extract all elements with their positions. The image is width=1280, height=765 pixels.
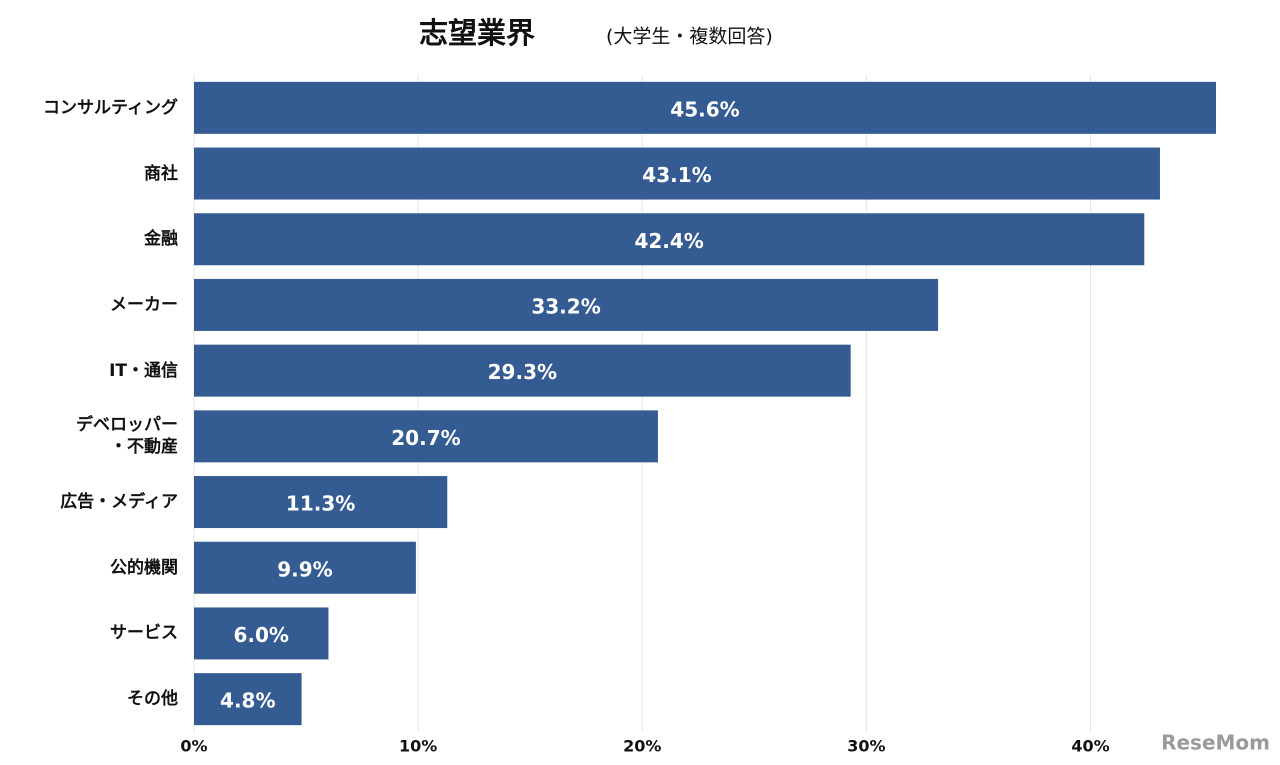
bar	[194, 476, 448, 529]
x-tick-label: 30%	[847, 737, 885, 756]
watermark: ReseMom	[1161, 731, 1270, 755]
x-tick-label: 10%	[399, 737, 437, 756]
y-tick-label: サービス	[110, 623, 178, 644]
value-label: 4.8%	[220, 689, 275, 713]
bar	[194, 278, 939, 331]
y-tick-label: 広告・メディア	[60, 492, 178, 513]
y-tick-label: メーカー	[110, 294, 178, 315]
value-label: 29.3%	[488, 360, 557, 384]
bar	[194, 607, 329, 660]
value-label: 6.0%	[234, 623, 289, 647]
value-label: 42.4%	[634, 229, 703, 253]
y-tick-label: その他	[127, 689, 178, 710]
bar	[194, 673, 302, 726]
y-tick-label: 金融	[144, 229, 178, 250]
x-tick-label: 40%	[1071, 737, 1109, 756]
bar	[194, 344, 851, 397]
bar	[194, 147, 1160, 200]
y-tick-label: デベロッパー ・不動産	[76, 415, 178, 458]
value-label: 11.3%	[286, 492, 355, 516]
bar	[194, 81, 1216, 134]
y-tick-label: 公的機関	[110, 557, 178, 578]
bar	[194, 410, 658, 463]
chart-subtitle: (大学生・複数回答)	[606, 26, 773, 48]
value-label: 33.2%	[531, 294, 600, 318]
y-tick-label: IT・通信	[109, 360, 178, 381]
x-tick-label: 0%	[180, 737, 207, 756]
y-tick-label: コンサルティング	[43, 97, 178, 118]
value-label: 9.9%	[277, 557, 332, 581]
value-label: 45.6%	[670, 97, 739, 121]
value-label: 43.1%	[642, 163, 711, 187]
value-label: 20.7%	[391, 426, 460, 450]
bar	[194, 541, 416, 594]
y-tick-label: 商社	[144, 163, 178, 184]
x-tick-label: 20%	[623, 737, 661, 756]
bar	[194, 213, 1145, 266]
chart-title: 志望業界	[419, 16, 535, 50]
